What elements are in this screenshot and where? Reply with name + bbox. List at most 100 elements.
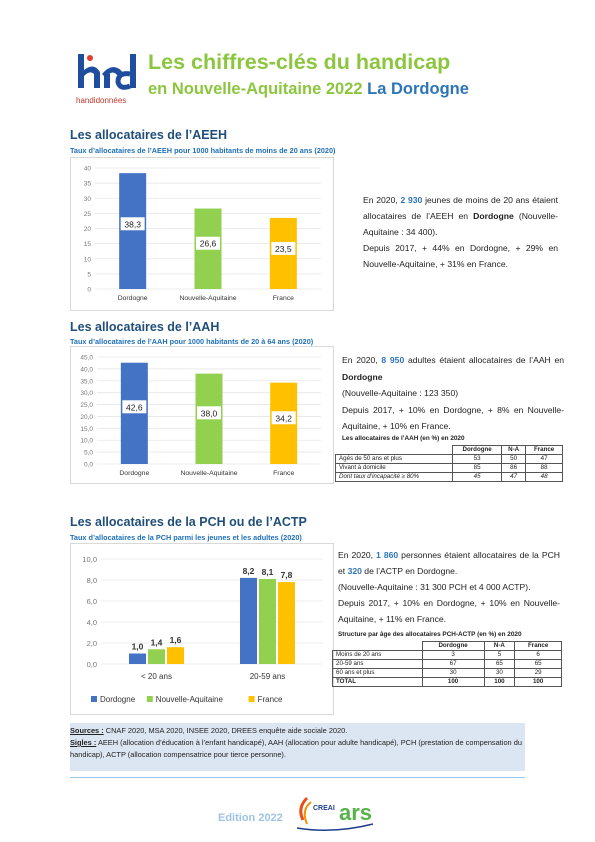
pch-legend-label: Nouvelle-Aquitaine bbox=[156, 695, 224, 704]
aah-ytick: 25,0 bbox=[80, 402, 93, 409]
aeeh-label-bg bbox=[196, 236, 220, 250]
aah-ytick: 45,0 bbox=[80, 355, 93, 362]
pch-table-row: 60 ans et plus 30 30 29 bbox=[332, 668, 562, 678]
aeeh-ytick: 40 bbox=[84, 166, 92, 173]
page-subtitle: en Nouvelle-Aquitaine 2022 La Dordogne bbox=[148, 80, 469, 99]
pch-table-cell: France bbox=[514, 641, 562, 651]
aah-text-c: (Nouvelle-Aquitaine : 123 350) bbox=[342, 388, 459, 398]
pch-table-cell: 6 bbox=[514, 650, 562, 660]
pch-chart-svg: 0,0 2,0 4,0 6,0 8,0 10,0 1,0 1,4 1,6 < 20 ans 8,2 8… bbox=[82, 555, 323, 704]
aah-table-caption: Les allocataires de l’AAH (en %) en 2020 bbox=[342, 435, 465, 442]
aah-table-cell: 47 bbox=[525, 454, 563, 464]
aah-value-label: 34,2 bbox=[275, 413, 292, 423]
aah-table-cell: 86 bbox=[500, 463, 527, 473]
sources-label: Sources : bbox=[70, 726, 104, 735]
pch-value-label: 1,0 bbox=[132, 642, 144, 652]
pch-evolution: Depuis 2017, + 10% en Dordogne, + 10% en… bbox=[338, 598, 560, 624]
pch-table-cell: Moins de 20 ans bbox=[332, 650, 423, 660]
pch-legend-swatch bbox=[91, 696, 97, 702]
aah-value-label: 38,0 bbox=[201, 408, 218, 418]
aeeh-label-bg bbox=[271, 241, 296, 255]
pch-bar bbox=[148, 649, 165, 664]
pch-bar bbox=[129, 653, 146, 664]
creai-ars-logo: CREAI ars bbox=[296, 796, 374, 831]
pch-table-cell: N-A bbox=[483, 641, 516, 651]
aah-chart: 0,0 5,0 10,0 15,0 20,0 25,0 30,0 35,0 40,0 45,0 42… bbox=[70, 346, 334, 484]
aah-value-label: 42,6 bbox=[126, 402, 143, 412]
sources-box: Sources : CNAF 2020, MSA 2020, INSEE 202… bbox=[70, 723, 525, 771]
aeeh-value-label: 23,5 bbox=[275, 244, 292, 254]
aah-count: 8 950 bbox=[381, 355, 405, 365]
actp-count: 320 bbox=[347, 566, 362, 576]
pch-table-header-row: Dordogne N-A France bbox=[333, 641, 562, 651]
pch-bar bbox=[240, 577, 257, 664]
pch-table-row: 20-59 ans 67 65 65 bbox=[332, 659, 562, 669]
pch-table-cell: 30 bbox=[483, 668, 516, 678]
pch-table: Dordogne N-A France Moins de 20 ans 3 5 6 20-59… bbox=[332, 641, 562, 687]
aah-ytick: 15,0 bbox=[80, 426, 93, 433]
aeeh-ytick: 30 bbox=[84, 196, 92, 203]
aeeh-label-bg bbox=[120, 217, 145, 231]
pch-ytick: 0,0 bbox=[87, 660, 97, 669]
aeeh-dept: Dordogne bbox=[473, 211, 514, 221]
aeeh-evolution: Depuis 2017, + 44% en Dordogne, + 29% en… bbox=[363, 243, 558, 269]
pch-table-cell: 100 bbox=[421, 677, 485, 687]
aah-xtick: Nouvelle-Aquitaine bbox=[180, 470, 237, 477]
page-title: Les chiffres-clés du handicap bbox=[148, 50, 451, 74]
aah-ytick: 10,0 bbox=[80, 438, 93, 445]
edition-label: Edition 2022 bbox=[218, 812, 283, 824]
pch-legend-label: France bbox=[258, 695, 283, 704]
aah-ytick: 20,0 bbox=[80, 414, 93, 421]
pch-table-cell: 20-59 ans bbox=[332, 659, 423, 669]
aeeh-value-label: 38,3 bbox=[124, 219, 141, 229]
pch-title: Les allocataires de la PCH ou de l’ACTP bbox=[70, 515, 307, 529]
pch-table-cell: 5 bbox=[483, 650, 516, 660]
aah-table-row: Dont taux d’incapacité ≥ 80% 45 47 48 bbox=[334, 472, 563, 482]
subtitle-dept: La Dordogne bbox=[367, 80, 469, 98]
pch-legend-label: Dordogne bbox=[100, 695, 136, 704]
pch-value-label: 8,2 bbox=[243, 566, 255, 576]
aah-table-cell: 45 bbox=[452, 472, 502, 482]
pch-ytick: 2,0 bbox=[87, 639, 97, 648]
handidonnees-logo: handidonnées bbox=[74, 52, 146, 114]
sources-text: CNAF 2020, MSA 2020, INSEE 2020, DREES e… bbox=[103, 726, 348, 735]
sigles-text: AEEH (allocation d’éducation à l’enfant … bbox=[70, 738, 522, 759]
pch-legend-swatch bbox=[248, 696, 255, 702]
pch-text-b: personnes étaient allocataires de la PCH… bbox=[338, 550, 560, 576]
pch-text: En 2020, 1 860 personnes étaient allocat… bbox=[338, 547, 560, 627]
aeeh-ytick: 15 bbox=[84, 241, 92, 248]
pch-table-cell: Dordogne bbox=[421, 641, 485, 651]
pch-table-cell: TOTAL bbox=[332, 677, 423, 687]
pch-table-cell bbox=[333, 642, 423, 651]
aah-table-cell: N-A bbox=[500, 445, 527, 455]
pch-table-cell: 65 bbox=[483, 659, 516, 669]
aah-chart-svg: 0,0 5,0 10,0 15,0 20,0 25,0 30,0 35,0 40,0 45,0 42… bbox=[80, 355, 321, 477]
aeeh-text: En 2020, 2 930 jeunes de moins de 20 ans… bbox=[363, 192, 558, 272]
sigles-label: Sigles : bbox=[70, 738, 97, 747]
aeeh-bar bbox=[119, 173, 147, 289]
ars-text: ars bbox=[339, 800, 372, 825]
footer-logos: CREAI ars bbox=[293, 790, 383, 834]
pch-count: 1 860 bbox=[376, 550, 399, 560]
aah-ytick: 5,0 bbox=[84, 450, 93, 457]
aah-text: En 2020, 8 950 adultes étaient allocatai… bbox=[342, 352, 564, 435]
aah-table-cell: 47 bbox=[500, 472, 527, 482]
aah-ytick: 35,0 bbox=[80, 378, 93, 385]
pch-subtitle: Taux d’allocataires de la PCH parmi les … bbox=[70, 533, 302, 542]
aeeh-ytick: 0 bbox=[87, 287, 91, 294]
pch-table-cell: 3 bbox=[421, 650, 485, 660]
footer-divider bbox=[70, 777, 525, 778]
aah-table-cell: 53 bbox=[452, 454, 502, 464]
aah-text-a: En 2020, bbox=[342, 355, 382, 365]
aah-table-cell: Dordogne bbox=[452, 445, 502, 455]
pch-table-cell: 67 bbox=[421, 659, 485, 669]
aeeh-title: Les allocataires de l’AEEH bbox=[70, 128, 228, 142]
aah-table-cell: Vivant à domicile bbox=[334, 463, 454, 473]
pch-bar bbox=[167, 647, 184, 664]
creai-text: CREAI bbox=[313, 805, 335, 812]
aeeh-xtick: Dordogne bbox=[118, 295, 148, 302]
aah-bar bbox=[120, 362, 148, 464]
pch-text-a: En 2020, bbox=[338, 550, 377, 560]
logo-graphic bbox=[78, 54, 136, 90]
pch-xtick: 20-59 ans bbox=[250, 672, 286, 681]
